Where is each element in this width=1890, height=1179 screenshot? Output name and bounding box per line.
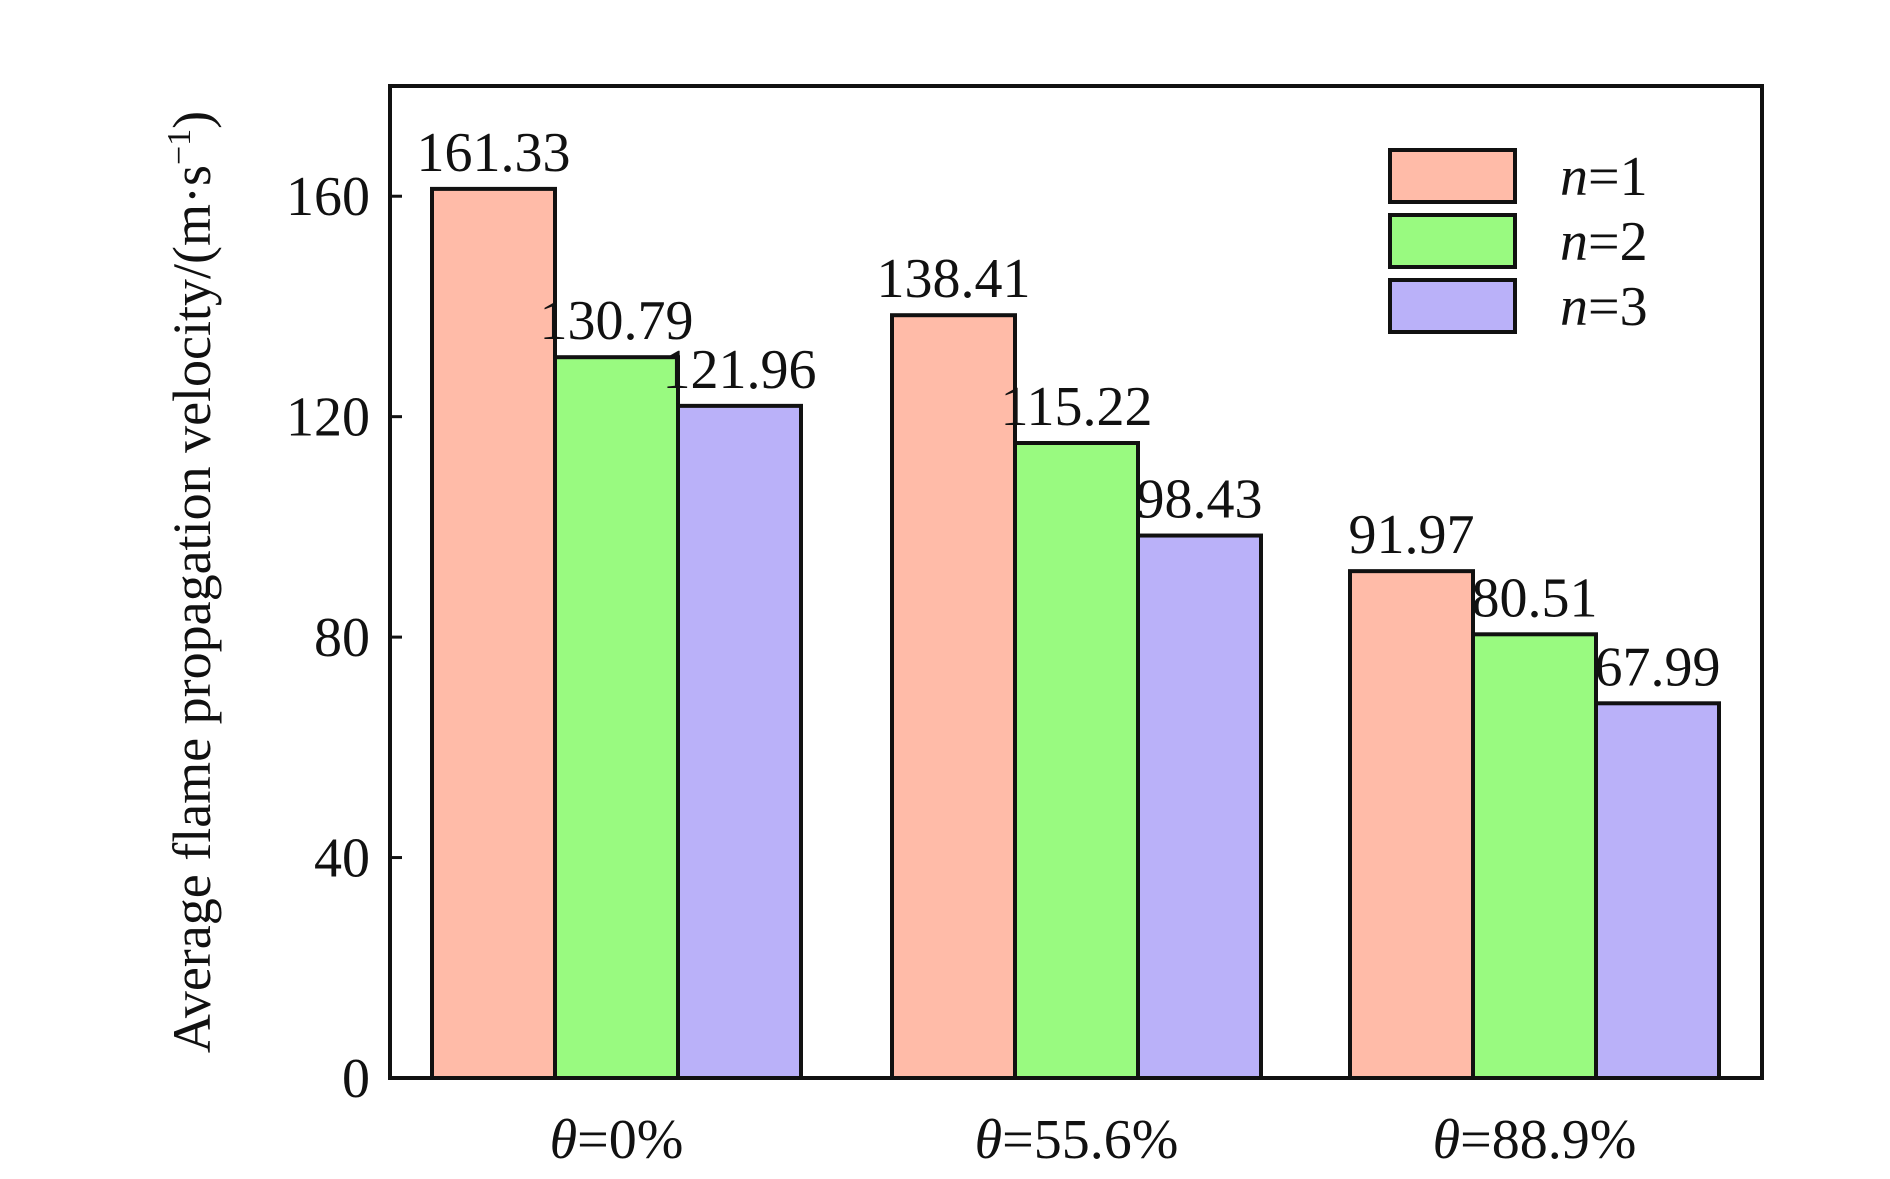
x-category-label-3: θ=88.9% bbox=[1433, 1109, 1637, 1171]
legend: n=1n=2n=3 bbox=[1388, 146, 1648, 338]
y-axis-title-close: ) bbox=[162, 111, 222, 129]
legend-label-n-3: n=3 bbox=[1560, 276, 1648, 338]
legend-label-text: =1 bbox=[1588, 146, 1648, 208]
bar-n-3-cat1 bbox=[676, 403, 803, 1081]
x-category-text: =55.6% bbox=[1002, 1109, 1178, 1171]
y-axis-title-main: Average flame propagation velocity/(m·s bbox=[162, 165, 222, 1053]
bar-n-3-cat2 bbox=[1136, 533, 1263, 1080]
legend-label-text: =2 bbox=[1588, 211, 1648, 273]
legend-label-n-2: n=2 bbox=[1560, 211, 1648, 273]
y-axis-ticks: 0 40 80 120 160 bbox=[286, 166, 402, 1110]
data-label-n-3-cat3: 67.99 bbox=[1595, 636, 1721, 698]
y-tick-label-120: 120 bbox=[286, 387, 370, 449]
legend-label-n-1: n=1 bbox=[1560, 146, 1648, 208]
data-label-n-3-cat2: 98.43 bbox=[1137, 469, 1263, 531]
data-label-n-2-cat3: 80.51 bbox=[1472, 567, 1598, 629]
x-category-symbol: θ bbox=[550, 1109, 578, 1171]
y-tick-label-40: 40 bbox=[314, 828, 370, 890]
bar-n-1-cat2 bbox=[890, 313, 1017, 1081]
data-labels: 161.33 138.41 91.97 130.79 115.22 80.51 121.96… bbox=[417, 122, 1721, 698]
y-axis-title: Average flame propagation velocity/(m·s−… bbox=[161, 111, 222, 1053]
bars-layer bbox=[430, 186, 1721, 1081]
bar-n-2-cat1 bbox=[553, 355, 680, 1080]
y-tick-label-0: 0 bbox=[342, 1048, 370, 1110]
x-category-label-2: θ=55.6% bbox=[975, 1109, 1179, 1171]
x-category-text: =88.9% bbox=[1460, 1109, 1636, 1171]
legend-label-symbol: n bbox=[1560, 211, 1588, 273]
data-label-n-2-cat1: 130.79 bbox=[540, 290, 694, 352]
y-axis-title-exponent: −1 bbox=[161, 129, 198, 165]
bar-n-3-cat3 bbox=[1594, 701, 1721, 1080]
data-label-n-1-cat3: 91.97 bbox=[1349, 504, 1475, 566]
data-label-n-3-cat1: 121.96 bbox=[663, 339, 817, 401]
x-category-label-1: θ=0% bbox=[550, 1109, 684, 1171]
data-label-n-1-cat2: 138.41 bbox=[877, 248, 1031, 310]
legend-swatch-n-2 bbox=[1388, 213, 1517, 269]
data-label-n-1-cat1: 161.33 bbox=[417, 122, 571, 184]
y-tick-label-80: 80 bbox=[314, 607, 370, 669]
category-labels: θ=0% θ=55.6% θ=88.9% bbox=[550, 1109, 1637, 1171]
x-category-symbol: θ bbox=[975, 1109, 1003, 1171]
legend-label-text: =3 bbox=[1588, 276, 1648, 338]
y-tick-label-160: 160 bbox=[286, 166, 370, 228]
bar-n-1-cat3 bbox=[1348, 569, 1475, 1081]
legend-label-symbol: n bbox=[1560, 276, 1588, 338]
plot-frame bbox=[388, 84, 1764, 1080]
bar-n-2-cat2 bbox=[1013, 441, 1140, 1080]
x-category-symbol: θ bbox=[1433, 1109, 1461, 1171]
legend-swatch-n-3 bbox=[1388, 278, 1517, 334]
legend-swatch-n-1 bbox=[1388, 148, 1517, 204]
bar-n-1-cat1 bbox=[430, 186, 557, 1080]
legend-label-symbol: n bbox=[1560, 146, 1588, 208]
x-category-text: =0% bbox=[577, 1109, 683, 1171]
bar-n-2-cat3 bbox=[1471, 632, 1598, 1080]
data-label-n-2-cat2: 115.22 bbox=[1001, 376, 1153, 438]
